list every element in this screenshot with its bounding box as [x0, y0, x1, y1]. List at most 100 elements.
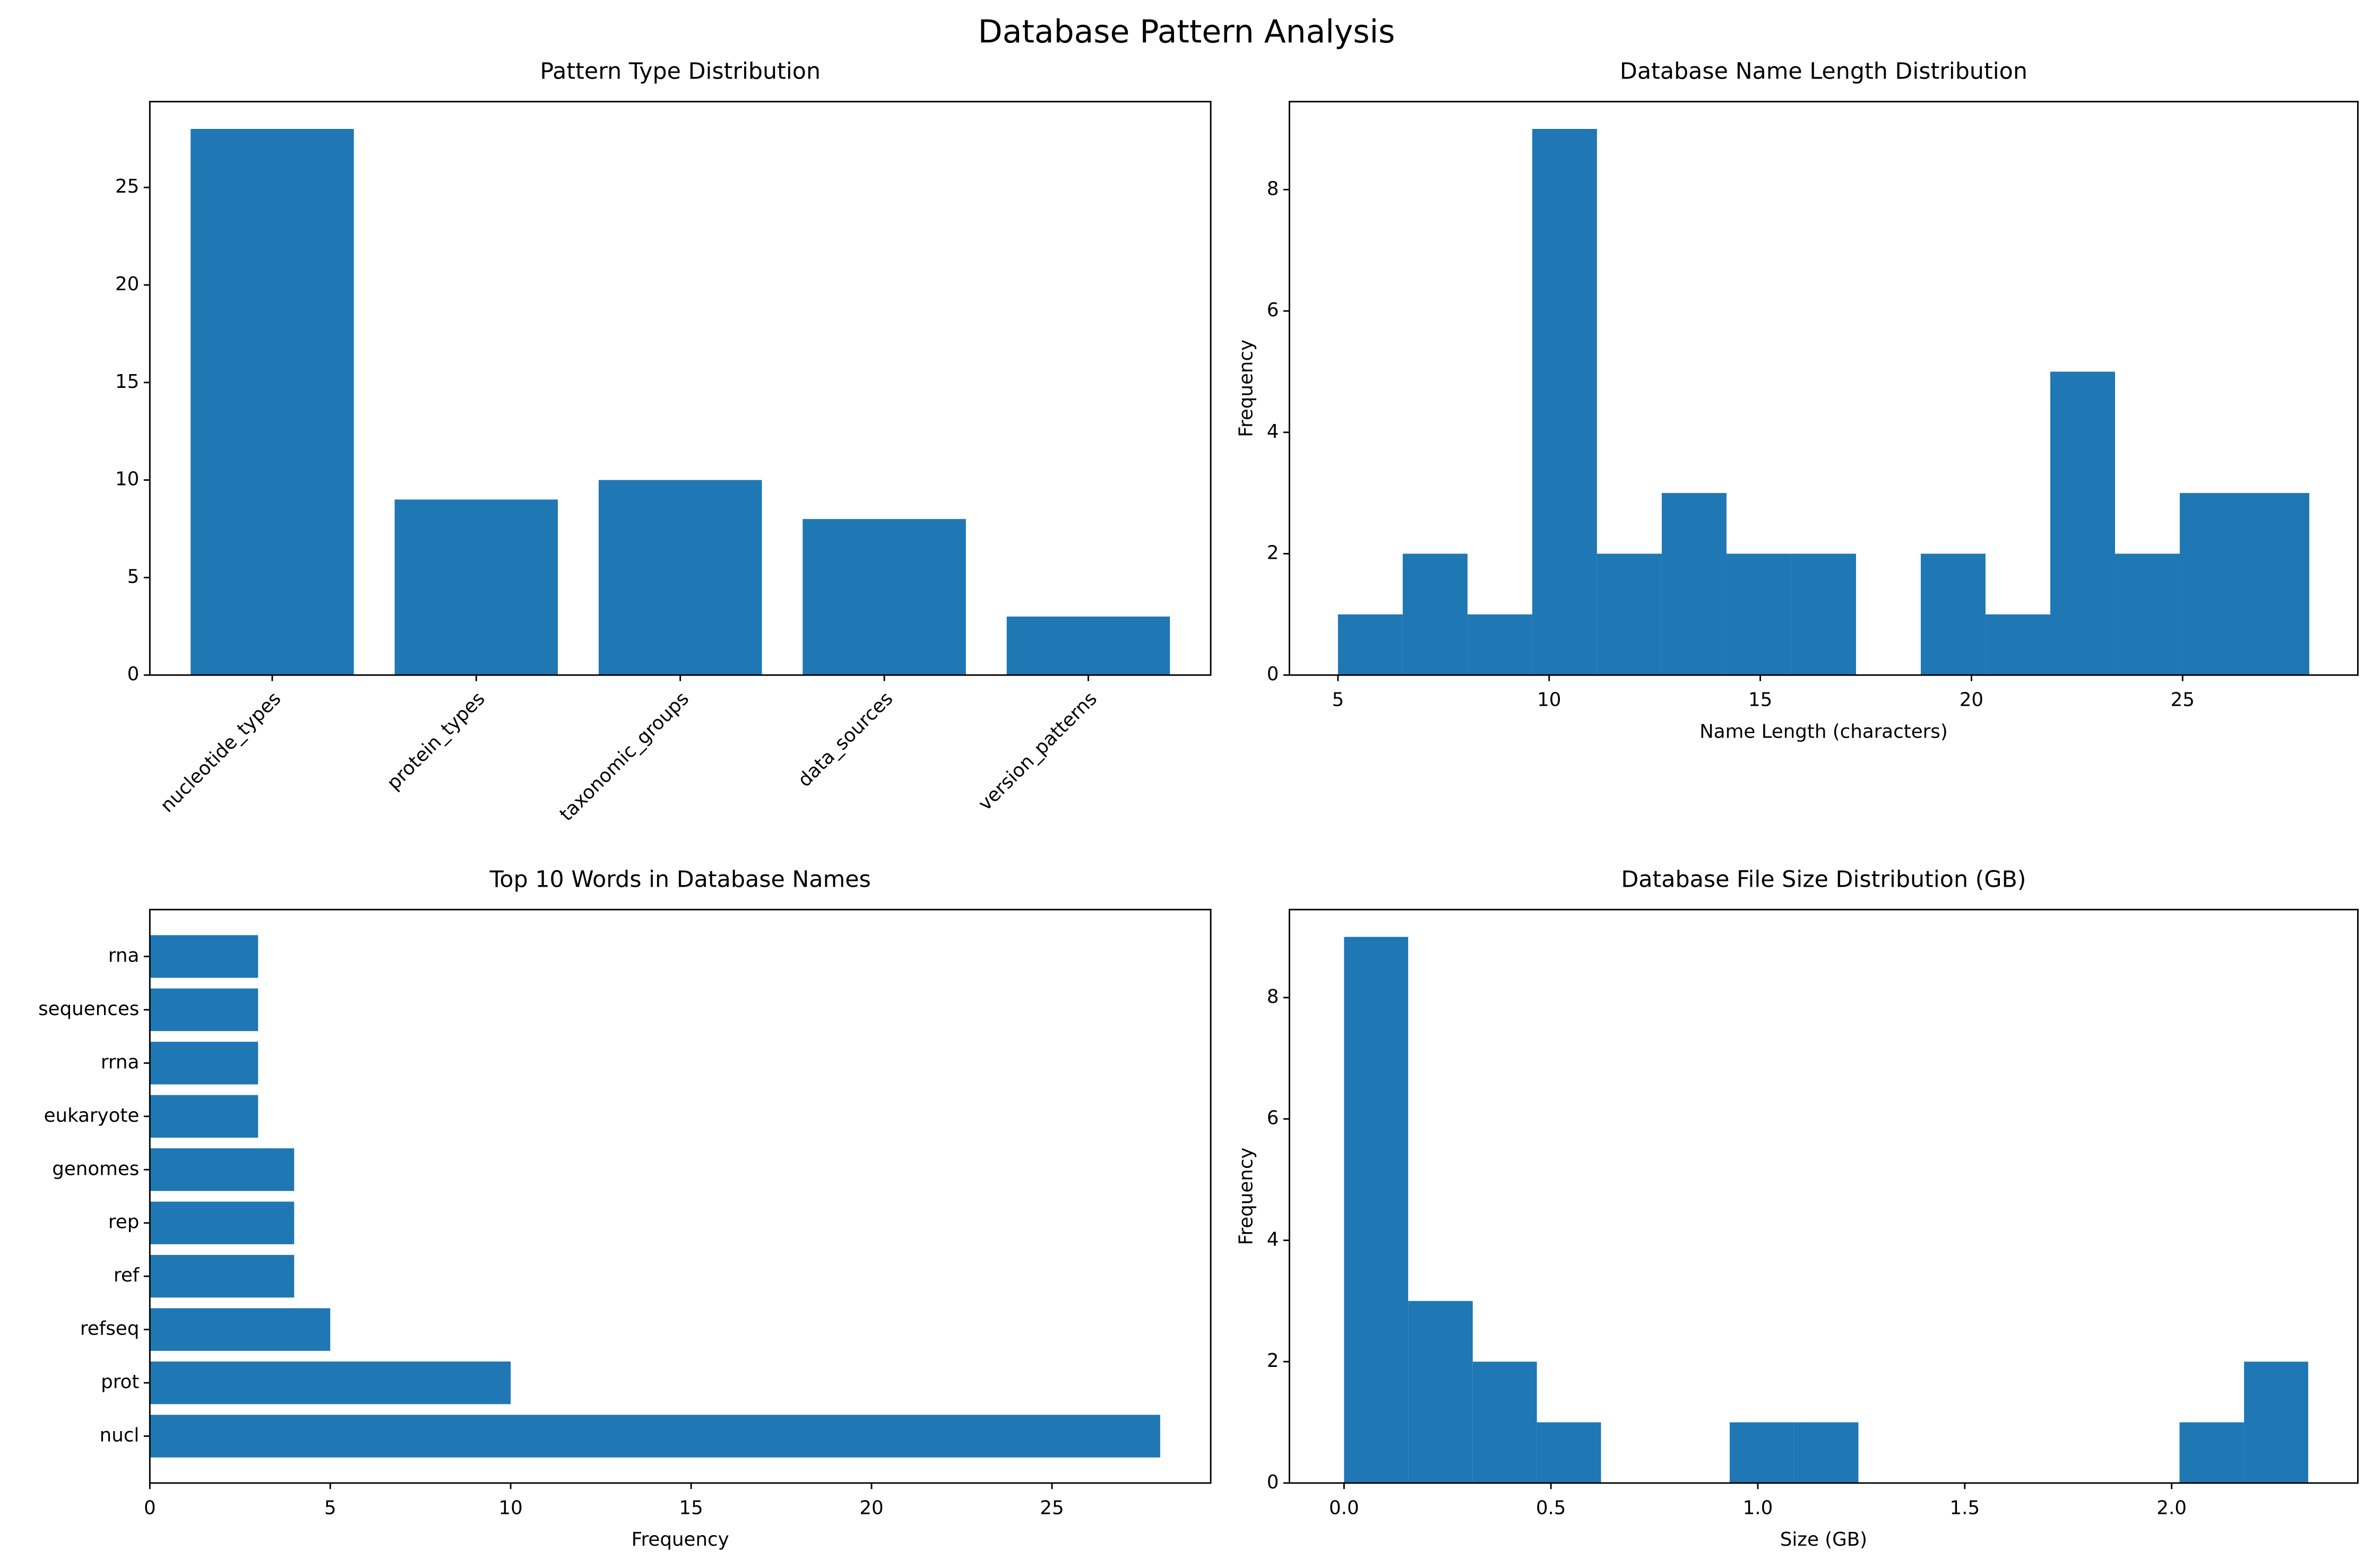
histogram-bar [1408, 1301, 1473, 1483]
histogram-bar [2244, 1362, 2308, 1483]
axes-frame [1288, 908, 2359, 1484]
chart-title: Top 10 Words in Database Names [489, 866, 871, 893]
x-tick-label: 25 [1040, 1497, 1064, 1519]
bar [802, 519, 966, 675]
histogram-bar [1467, 614, 1532, 675]
y-tick-label: eukaryote [44, 1105, 140, 1127]
bar [394, 499, 558, 675]
x-axis-label: Name Length (characters) [1699, 721, 1948, 743]
histogram-bar [1532, 128, 1597, 675]
x-axis-label: Frequency [632, 1529, 729, 1550]
x-tick-label: 1.5 [1949, 1497, 1980, 1519]
histogram-bar [1472, 1362, 1537, 1483]
histogram-bar [1729, 1422, 1794, 1483]
histogram-bar [2179, 1422, 2245, 1483]
bar [150, 1042, 258, 1085]
bar [191, 128, 354, 675]
histogram-bar [1985, 614, 2050, 675]
x-tick-label: protein_types [383, 688, 489, 794]
histogram-bar [1402, 553, 1468, 675]
x-tick-label: 0.0 [1329, 1497, 1359, 1519]
histogram-bar [1344, 937, 1409, 1483]
bar [150, 1361, 511, 1405]
x-tick-label: 5 [324, 1497, 336, 1519]
x-tick-label: nucleotide_types [156, 688, 285, 817]
y-tick-label: rep [108, 1211, 139, 1233]
y-tick-label: 10 [115, 469, 139, 490]
x-axis-label: Size (GB) [1780, 1529, 1867, 1550]
y-tick-label: 6 [1267, 1107, 1279, 1129]
chart-title: Database Name Length Distribution [1620, 58, 2027, 85]
histogram-bar [1661, 493, 1727, 675]
histogram-bar [1337, 614, 1403, 675]
axes-frame [149, 908, 1212, 1484]
y-tick-label: sequences [38, 998, 139, 1020]
histogram-bar [2245, 493, 2309, 675]
axes-frame [1288, 101, 2359, 676]
y-tick-label: 20 [115, 273, 139, 295]
x-tick-label: 15 [1748, 689, 1772, 711]
x-tick-label: 2.0 [2156, 1497, 2187, 1519]
y-tick-label: 15 [115, 371, 139, 393]
x-tick-label: 0 [144, 1497, 156, 1519]
x-tick-label: 10 [498, 1497, 522, 1519]
bar [150, 1148, 295, 1191]
y-tick-label: 8 [1267, 178, 1279, 200]
x-tick-label: 5 [1332, 689, 1344, 711]
bar [150, 1254, 295, 1298]
y-tick-label: 8 [1267, 986, 1279, 1008]
y-axis-label: Frequency [1236, 340, 1257, 437]
histogram-bar [2179, 493, 2245, 675]
bar [150, 988, 258, 1032]
y-tick-label: 0 [1267, 663, 1279, 685]
x-tick-label: 0.5 [1536, 1497, 1566, 1519]
x-tick-label: 25 [2171, 689, 2195, 711]
bar [1006, 616, 1170, 675]
figure-title: Database Pattern Analysis [978, 13, 1395, 50]
y-tick-label: 6 [1267, 299, 1279, 321]
y-tick-label: nucl [100, 1424, 140, 1446]
y-tick-label: refseq [80, 1318, 139, 1340]
y-tick-label: rrna [101, 1051, 139, 1073]
bar [150, 935, 258, 978]
histogram-bar [1793, 1422, 1859, 1483]
x-tick-label: version_patterns [974, 688, 1101, 815]
y-tick-label: prot [101, 1371, 139, 1393]
bar [150, 1095, 258, 1138]
y-tick-label: ref [114, 1264, 140, 1286]
y-tick-label: 0 [127, 663, 140, 685]
y-axis-label: Frequency [1236, 1147, 1257, 1245]
x-tick-label: 20 [859, 1497, 883, 1519]
y-tick-label: 25 [115, 176, 139, 197]
histogram-bar [1791, 553, 1856, 675]
y-tick-label: 5 [127, 566, 140, 587]
histogram-bar [1537, 1422, 1601, 1483]
histogram-bar [1597, 553, 1662, 675]
bar [150, 1201, 295, 1244]
bar [598, 480, 762, 675]
chart-title: Pattern Type Distribution [540, 58, 821, 85]
chart-title: Database File Size Distribution (GB) [1621, 866, 2026, 893]
y-tick-label: 2 [1267, 1350, 1279, 1372]
histogram-bar [1920, 553, 1986, 675]
x-tick-label: 1.0 [1743, 1497, 1773, 1519]
y-tick-label: rna [108, 945, 139, 967]
histogram-bar [1726, 553, 1791, 675]
y-tick-label: 2 [1267, 542, 1279, 564]
x-tick-label: taxonomic_groups [556, 688, 693, 825]
bar [150, 1415, 1160, 1458]
histogram-bar [2050, 371, 2115, 675]
histogram-bar [2115, 553, 2180, 675]
y-tick-label: 0 [1267, 1471, 1279, 1493]
y-tick-label: 4 [1267, 1228, 1279, 1250]
x-tick-label: 20 [1960, 689, 1983, 711]
bar [150, 1308, 331, 1351]
y-tick-label: genomes [52, 1158, 139, 1180]
x-tick-label: 15 [679, 1497, 703, 1519]
axes-frame [149, 101, 1212, 676]
y-tick-label: 4 [1267, 421, 1279, 443]
x-tick-label: 10 [1537, 689, 1561, 711]
x-tick-label: data_sources [793, 688, 897, 791]
